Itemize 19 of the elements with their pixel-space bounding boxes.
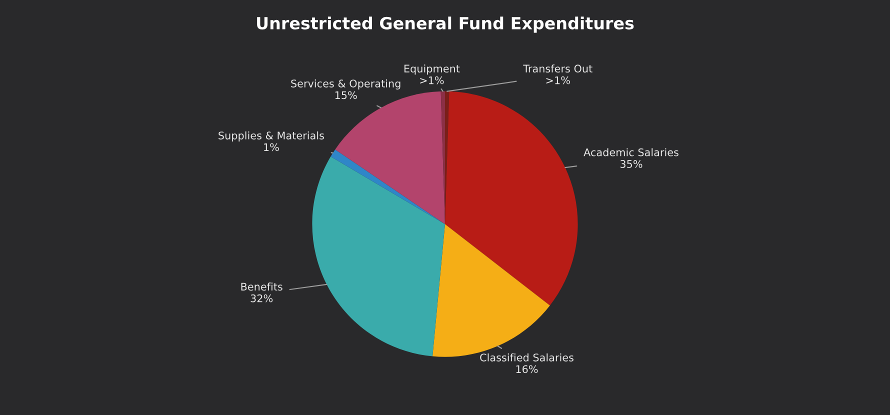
data-label: >1%	[546, 76, 570, 84]
pie-slice	[312, 156, 445, 356]
pie-slice	[445, 91, 578, 306]
data-label: 1%	[264, 143, 279, 152]
slice-label: Equipment	[404, 64, 460, 75]
slice-label: Transfers Out	[523, 64, 592, 73]
slice-label: Supplies & Materials	[218, 131, 324, 142]
chart-title: Unrestricted General Fund Expenditures	[257, 16, 634, 33]
data-label: 32%	[250, 294, 273, 302]
data-label: 35%	[620, 160, 642, 168]
pie-slice	[335, 91, 445, 224]
data-label: >1%	[420, 76, 444, 84]
pie-slice	[330, 149, 445, 224]
data-label: 15%	[335, 91, 357, 100]
data-label: 16%	[516, 365, 538, 374]
slice-label: Services & Operating	[291, 79, 400, 90]
slice-label: Classified Salaries	[480, 353, 574, 362]
slice-label: Benefits	[241, 282, 282, 291]
slice-label: Academic Salaries	[584, 148, 678, 156]
